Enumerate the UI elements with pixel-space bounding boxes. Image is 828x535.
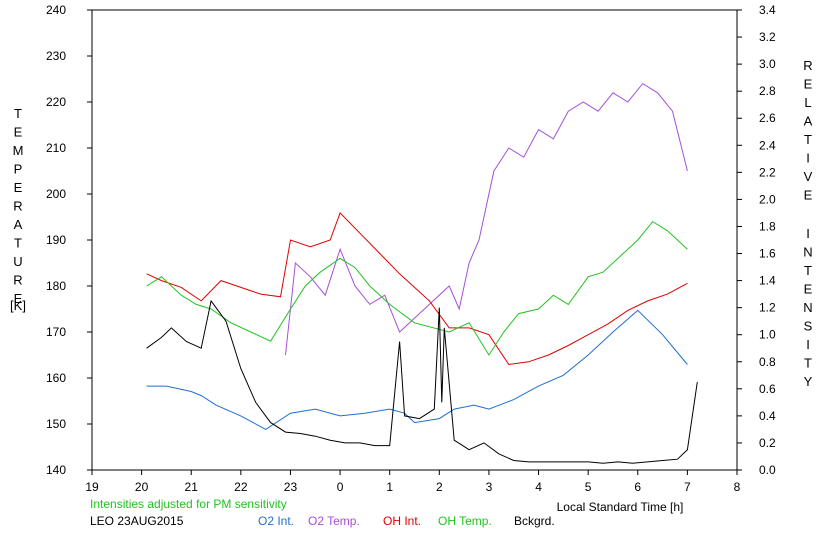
y-left-label-letter: R [13, 273, 22, 288]
y-left-tick-label: 180 [46, 279, 66, 293]
y-left-label-letter: E [14, 180, 23, 195]
x-tick-label: 3 [486, 480, 493, 494]
y-left-tick-label: 200 [46, 187, 66, 201]
series-o2-int [146, 309, 688, 430]
y-right-label-letter: N [803, 245, 812, 260]
y-left-label-letter: E [14, 291, 23, 306]
y-right-tick-label: 0.4 [759, 409, 776, 423]
legend-entry: OH Int. [383, 514, 421, 528]
y-left-label-letter: E [14, 125, 23, 140]
y-right-tick-label: 0.6 [759, 382, 776, 396]
y-right-label-letter: T [804, 356, 812, 371]
y-right-label-letter: A [804, 114, 813, 129]
y-left-unit: [K] [10, 298, 26, 313]
x-tick-label: 4 [535, 480, 542, 494]
x-tick-label: 23 [284, 480, 298, 494]
y-left-tick-label: 160 [46, 371, 66, 385]
x-tick-label: 2 [436, 480, 443, 494]
y-left-label-letter: T [14, 106, 22, 121]
y-left-tick-label: 220 [46, 95, 66, 109]
y-left-label-letter: R [13, 199, 22, 214]
pm-sensitivity-note: Intensities adjusted for PM sensitivity [90, 497, 287, 511]
y-right-label-letter: I [806, 151, 810, 166]
y-right-tick-label: 2.2 [759, 165, 776, 179]
legend-entry: O2 Int. [258, 514, 294, 528]
y-left-label-letter: U [13, 254, 22, 269]
x-tick-label: 5 [585, 480, 592, 494]
x-tick-label: 19 [85, 480, 99, 494]
legend-entry: O2 Temp. [308, 514, 360, 528]
x-tick-label: 7 [684, 480, 691, 494]
x-tick-label: 0 [337, 480, 344, 494]
y-right-tick-label: 3.2 [759, 30, 776, 44]
y-right-tick-label: 2.6 [759, 111, 776, 125]
y-right-tick-label: 1.2 [759, 301, 776, 315]
y-right-label-letter: E [804, 77, 813, 92]
series-oh-int [146, 211, 688, 366]
x-tick-label: 21 [185, 480, 199, 494]
x-tick-label: 1 [386, 480, 393, 494]
y-left-tick-label: 190 [46, 233, 66, 247]
y-right-tick-label: 1.8 [759, 219, 776, 233]
series-oh-temp [146, 220, 688, 356]
y-right-label-letter: E [804, 282, 813, 297]
y-right-label-letter: R [803, 58, 812, 73]
y-right-label-letter: S [804, 319, 813, 334]
y-left-tick-label: 140 [46, 463, 66, 477]
y-right-tick-label: 1.4 [759, 274, 776, 288]
x-tick-label: 8 [734, 480, 741, 494]
legend-entry: OH Temp. [438, 514, 492, 528]
y-right-label-letter: Y [804, 374, 813, 389]
y-right-label-letter: N [803, 300, 812, 315]
y-left-label-letter: T [14, 236, 22, 251]
y-left-tick-label: 210 [46, 141, 66, 155]
x-ticks: 19 20 21 22 23 0 1 2 3 4 5 6 7 8 [85, 470, 741, 494]
x-tick-label: 6 [634, 480, 641, 494]
x-tick-label: 20 [135, 480, 149, 494]
y-right-tick-label: 3.4 [759, 3, 776, 17]
x-axis-label: Local Standard Time [h] [557, 500, 684, 514]
y-left-ticks: 140 150 160 170 180 190 200 210 220 230 240 [46, 3, 92, 477]
x-tick-label: 22 [234, 480, 248, 494]
y-right-tick-label: 2.8 [759, 84, 776, 98]
y-right-tick-label: 0.8 [759, 355, 776, 369]
y-right-tick-label: 0.0 [759, 463, 776, 477]
y-left-tick-label: 170 [46, 325, 66, 339]
y-left-label-letter: A [14, 217, 23, 232]
y-right-label-letter: I [806, 226, 810, 241]
series-bckgrd [146, 299, 698, 464]
y-left-tick-label: 240 [46, 3, 66, 17]
y-right-tick-label: 3.0 [759, 57, 776, 71]
y-right-tick-label: 0.2 [759, 436, 776, 450]
y-left-label-letter: P [14, 162, 23, 177]
plot-frame [91, 9, 738, 471]
y-right-tick-label: 1.0 [759, 328, 776, 342]
y-left-tick-label: 150 [46, 417, 66, 431]
y-left-tick-label: 230 [46, 49, 66, 63]
y-left-label-letter: M [13, 143, 24, 158]
y-right-label-letter: L [804, 95, 811, 110]
legend: O2 Int. O2 Temp. OH Int. OH Temp. Bckgrd. [258, 514, 555, 528]
y-right-ticks: 0.0 0.2 0.4 0.6 0.8 1.0 1.2 1.4 1.6 1.8 2.0 2.2 2.4 2… [737, 3, 776, 477]
y-right-tick-label: 2.4 [759, 138, 776, 152]
y-right-label-letter: E [804, 188, 813, 203]
series-lines [146, 82, 698, 464]
y-right-tick-label: 2.0 [759, 192, 776, 206]
y-right-tick-label: 1.6 [759, 247, 776, 261]
y-right-label-letter: V [804, 169, 813, 184]
station-label: LEO 23AUG2015 [90, 514, 184, 528]
y-right-label-letter: I [806, 337, 810, 352]
y-right-label-letter: T [804, 132, 812, 147]
legend-entry: Bckgrd. [514, 514, 555, 528]
y-right-label-letter: T [804, 263, 812, 278]
